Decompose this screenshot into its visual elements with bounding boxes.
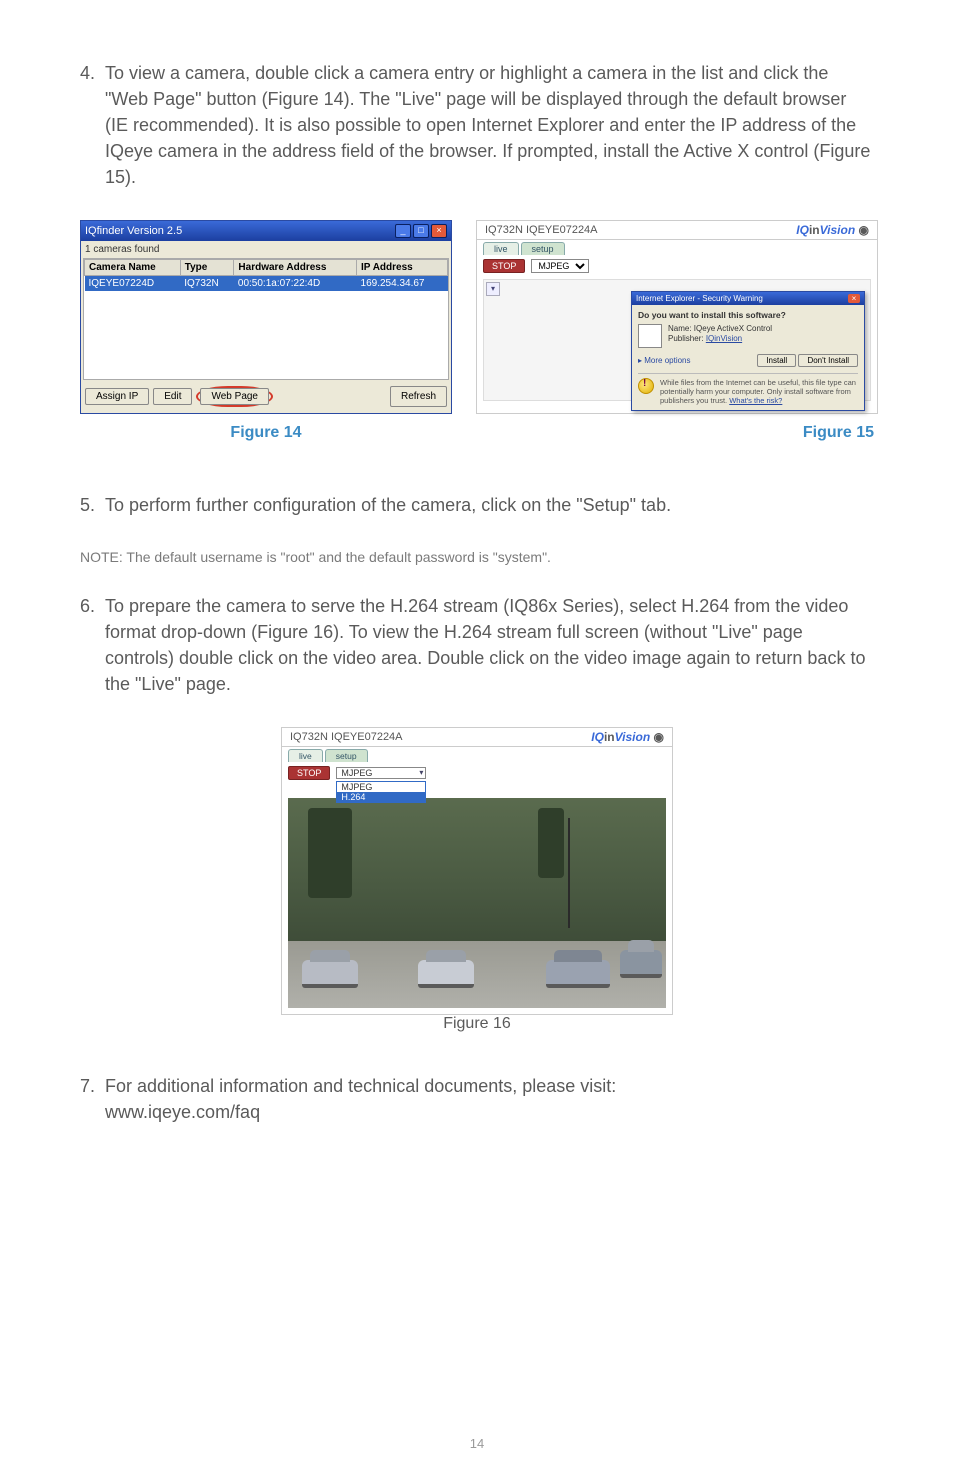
col-hardware-address: Hardware Address	[234, 260, 357, 276]
install-button[interactable]: Install	[757, 354, 796, 367]
col-ip-address: IP Address	[357, 260, 448, 276]
window-minimize-button[interactable]: _	[395, 224, 411, 238]
figure-15-label: Figure 15	[476, 424, 878, 442]
iqfinder-window: IQfinder Version 2.5 _ □ × 1 cameras fou…	[80, 220, 452, 414]
cell-mac: 00:50:1a:07:22:4D	[234, 276, 357, 292]
live-page-window: IQ732N IQEYE07224A IQinVision ◉ live set…	[476, 220, 878, 414]
video-format-select-16[interactable]: MJPEG	[336, 767, 426, 779]
faq-url: www.iqeye.com/faq	[105, 1102, 260, 1122]
security-warning-title: Internet Explorer - Security Warning	[636, 294, 763, 303]
step-6: 6. To prepare the camera to serve the H.…	[80, 593, 874, 697]
webpage-button-highlight: Web Page	[196, 386, 273, 407]
security-warning-dialog: Internet Explorer - Security Warning × D…	[631, 291, 865, 411]
col-camera-name: Camera Name	[85, 260, 181, 276]
step-7-text: For additional information and technical…	[105, 1073, 874, 1125]
cell-type: IQ732N	[180, 276, 234, 292]
step-4-text: To view a camera, double click a camera …	[105, 60, 874, 190]
camera-header-16: IQ732N IQEYE07224A	[290, 731, 403, 743]
refresh-button[interactable]: Refresh	[390, 386, 447, 407]
edit-button[interactable]: Edit	[153, 388, 192, 405]
security-warning-footer: While files from the Internet can be use…	[660, 378, 858, 405]
shield-warning-icon	[638, 378, 654, 394]
step-4: 4. To view a camera, double click a came…	[80, 60, 874, 190]
note-default-credentials: NOTE: The default username is "root" and…	[80, 549, 874, 565]
tab-live-16[interactable]: live	[288, 749, 323, 762]
iqfinder-status: 1 cameras found	[81, 241, 451, 258]
figure-14-label: Figure 14	[80, 424, 452, 442]
cell-ip: 169.254.34.67	[357, 276, 448, 292]
iqfinder-title: IQfinder Version 2.5	[85, 225, 182, 237]
activex-placeholder-icon: ▾	[486, 282, 500, 296]
figure-row-14-15: IQfinder Version 2.5 _ □ × 1 cameras fou…	[80, 220, 874, 442]
step-5: 5. To perform further configuration of t…	[80, 492, 874, 518]
iqfinder-camera-list[interactable]: Camera Name Type Hardware Address IP Add…	[83, 258, 449, 380]
tab-setup-16[interactable]: setup	[325, 749, 368, 762]
whats-the-risk-link[interactable]: What's the risk?	[729, 396, 782, 405]
tab-setup[interactable]: setup	[521, 242, 565, 255]
more-options-link[interactable]: More options	[638, 356, 691, 365]
step-4-number: 4.	[80, 60, 95, 190]
security-warning-close-button[interactable]: ×	[848, 294, 860, 303]
assign-ip-button[interactable]: Assign IP	[85, 388, 149, 405]
iqfinder-titlebar: IQfinder Version 2.5 _ □ ×	[81, 221, 451, 241]
table-header-row: Camera Name Type Hardware Address IP Add…	[85, 260, 448, 276]
figure-16-wrap: IQ732N IQEYE07224A IQinVision ◉ live set…	[80, 727, 874, 1033]
dont-install-button[interactable]: Don't Install	[798, 354, 858, 367]
page-number: 14	[0, 1436, 954, 1451]
step-6-number: 6.	[80, 593, 95, 697]
step-6-text: To prepare the camera to serve the H.264…	[105, 593, 874, 697]
step-5-text: To perform further configuration of the …	[105, 492, 874, 518]
iqinvision-logo-16: IQinVision ◉	[591, 730, 664, 744]
software-info: Name: IQeye ActiveX Control Publisher: I…	[668, 324, 858, 343]
video-area-16[interactable]	[288, 798, 666, 1008]
step-5-number: 5.	[80, 492, 95, 518]
stop-button[interactable]: STOP	[483, 259, 525, 273]
step-7-number: 7.	[80, 1073, 95, 1125]
window-maximize-button[interactable]: □	[413, 224, 429, 238]
step-7: 7. For additional information and techni…	[80, 1073, 874, 1125]
table-row[interactable]: IQEYE07224D IQ732N 00:50:1a:07:22:4D 169…	[85, 276, 448, 292]
camera-header: IQ732N IQEYE07224A	[485, 224, 598, 236]
window-close-button[interactable]: ×	[431, 224, 447, 238]
figure-16-label: Figure 16	[443, 1015, 511, 1033]
cell-camera-name: IQEYE07224D	[85, 276, 181, 292]
col-type: Type	[180, 260, 234, 276]
security-warning-question: Do you want to install this software?	[638, 310, 858, 320]
iqinvision-logo: IQinVision ◉	[796, 223, 869, 237]
video-format-select[interactable]: MJPEG	[531, 259, 589, 273]
format-option-h264[interactable]: H.264	[337, 792, 425, 802]
web-page-button[interactable]: Web Page	[200, 388, 269, 405]
figure-16-window: IQ732N IQEYE07224A IQinVision ◉ live set…	[281, 727, 673, 1015]
tab-live[interactable]: live	[483, 242, 519, 255]
format-option-mjpeg[interactable]: MJPEG	[337, 782, 425, 792]
stop-button-16[interactable]: STOP	[288, 766, 330, 780]
video-format-dropdown[interactable]: MJPEG H.264	[336, 781, 426, 803]
software-icon	[638, 324, 662, 348]
